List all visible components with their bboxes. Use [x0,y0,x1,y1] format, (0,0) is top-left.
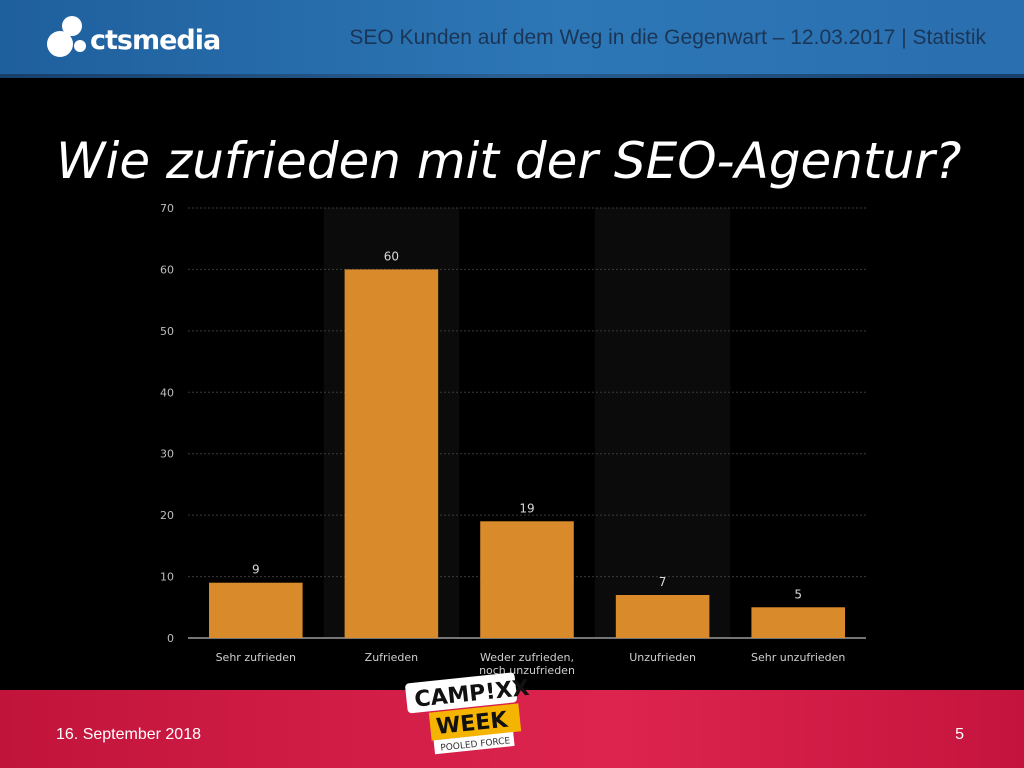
data-label: 60 [384,249,399,263]
cts-media-logo-icon [47,16,86,57]
y-tick-label: 0 [167,632,174,645]
y-tick-label: 20 [160,509,174,522]
y-tick-label: 50 [160,325,174,338]
data-label: 9 [252,563,260,577]
bar-chart-svg: 0 10 20 30 40 50 60 70 9 Sehr zufrieden 60 Zufriede… [160,202,866,677]
y-tick-label: 70 [160,202,174,215]
x-tick-label: Sehr unzufrieden [751,651,845,664]
bar [480,521,574,638]
data-label: 5 [794,587,802,601]
footer-date: 16. September 2018 [56,726,201,743]
bar [615,595,710,638]
bar-chart: 0 10 20 30 40 50 60 70 9 Sehr zufrieden 60 Zufriede… [140,196,880,686]
slide-title: Wie zufrieden mit der SEO-Agentur? [56,132,962,190]
x-tick-label: Sehr zufrieden [216,651,296,664]
x-tick-label: Unzufrieden [629,651,696,664]
bar [751,607,845,638]
header-bar: ctsmedia SEO Kunden auf dem Weg in die G… [0,0,1024,78]
page-number: 5 [955,726,964,743]
header-title: SEO Kunden auf dem Weg in die Gegenwart … [349,26,986,49]
bar [209,582,303,638]
data-label: 19 [519,501,534,515]
bar [344,269,439,638]
y-tick-label: 40 [160,386,174,399]
x-tick-label: Weder zufrieden, [480,651,574,664]
x-tick-label: Zufrieden [365,651,418,664]
header-stripe [0,74,1024,78]
y-tick-label: 10 [160,571,174,584]
logo-text: ctsmedia [90,25,221,56]
chart-band [594,208,731,638]
data-label: 7 [659,575,667,589]
y-tick-label: 60 [160,263,174,276]
campixx-week-logo-icon: CAMP!XX WEEK POOLED FORCE [405,672,530,755]
y-tick-label: 30 [160,448,174,461]
